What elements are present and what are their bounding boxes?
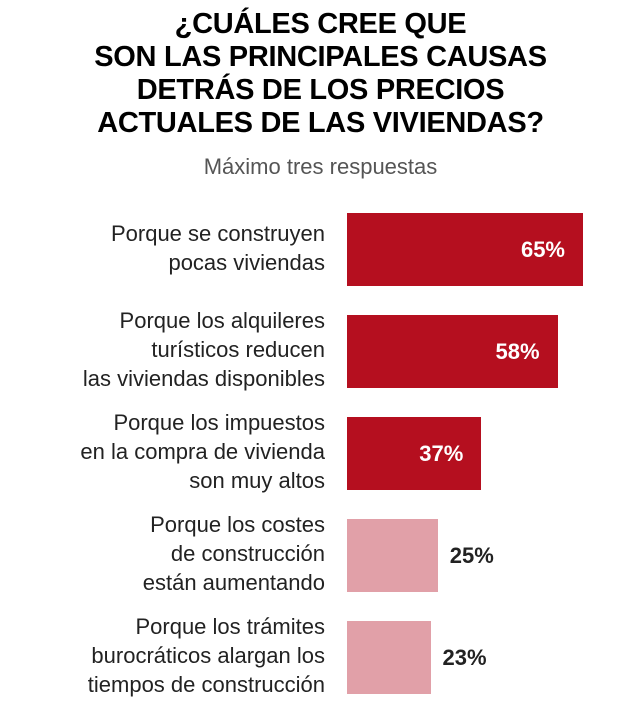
category-label: Porque los impuestos en la compra de viv… (80, 410, 325, 493)
value-label: 25% (449, 543, 494, 568)
category-label: Porque los alquileres turísticos reducen… (82, 308, 325, 391)
value-label: 65% (520, 237, 565, 262)
bar (347, 621, 431, 694)
bar (347, 315, 558, 388)
value-label: 37% (419, 441, 464, 466)
category-label: Porque los costes de construcción están … (142, 512, 325, 595)
bar (347, 519, 438, 592)
category-label: Porque los trámites burocráticos alargan… (87, 614, 325, 697)
category-label: Porque se construyen pocas viviendas (110, 220, 325, 275)
value-label: 58% (495, 339, 540, 364)
value-label: 23% (442, 645, 487, 670)
bar (347, 417, 482, 490)
bar (347, 213, 583, 286)
chart-subtitle: Máximo tres respuestas (203, 154, 438, 179)
chart-title: ¿CUÁLES CREE QUE SON LAS PRINCIPALES CAU… (94, 8, 547, 139)
